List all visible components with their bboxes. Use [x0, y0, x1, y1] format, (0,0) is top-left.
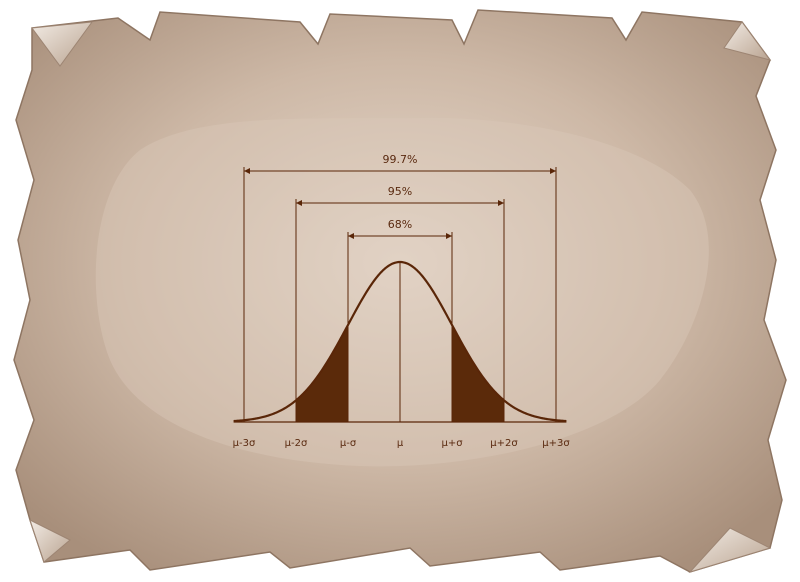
x-tick-label: μ+3σ [542, 438, 570, 449]
x-tick-label: μ-2σ [285, 438, 308, 449]
x-tick-label: μ-3σ [233, 438, 256, 449]
interval-label-1sigma: 68% [388, 218, 412, 231]
bell-curve-chart: 68% 95% 99.7% μ-3σ μ-2σ μ-σ μ μ+σ μ+2σ μ+3σ [233, 153, 571, 449]
curl-bottom-left [29, 519, 71, 563]
interval-arrow-left-2sigma [296, 200, 302, 206]
interval-arrow-right-3sigma [550, 168, 556, 174]
interval-arrow-right-1sigma [446, 233, 452, 239]
interval-label-2sigma: 95% [388, 185, 412, 198]
x-tick-label: μ+σ [441, 438, 463, 449]
x-tick-label: μ-σ [340, 438, 357, 449]
curl-top-right [723, 21, 772, 61]
interval-arrow-left-3sigma [244, 168, 250, 174]
interval-arrow-right-2sigma [498, 200, 504, 206]
interval-label-3sigma: 99.7% [383, 153, 418, 166]
curl-top-left [31, 21, 94, 67]
x-tick-label: μ+2σ [490, 438, 518, 449]
interval-arrow-left-1sigma [348, 233, 354, 239]
x-tick-label: μ [397, 438, 404, 449]
curl-bottom-right [688, 527, 772, 573]
paper-stain [95, 117, 709, 467]
